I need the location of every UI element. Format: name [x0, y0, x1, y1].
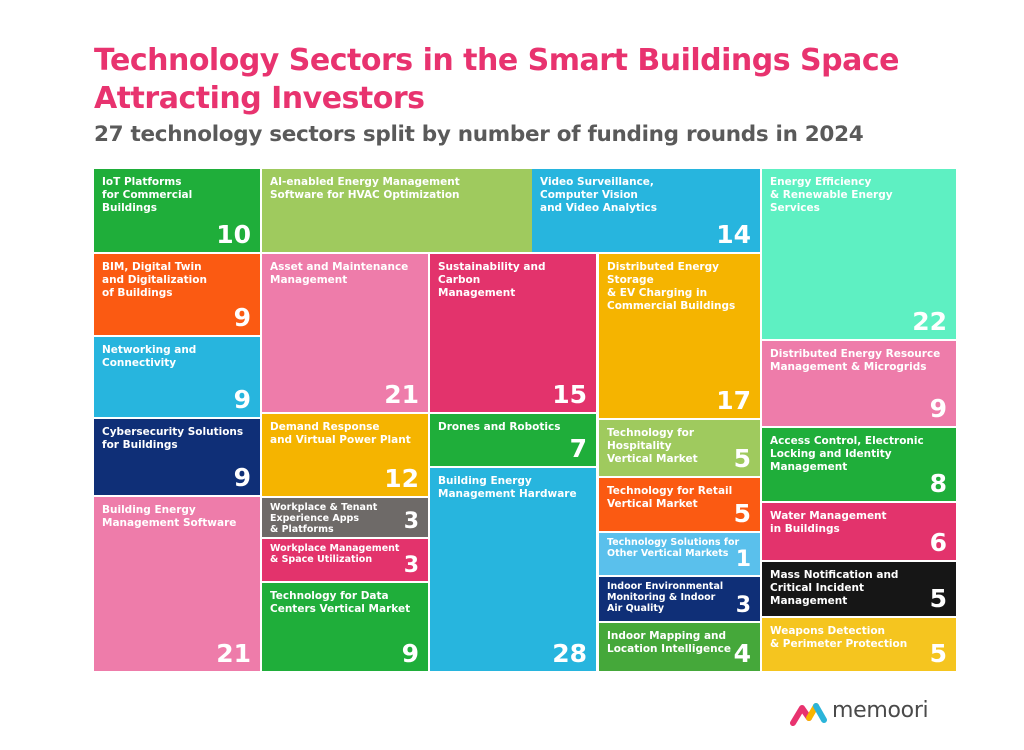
cell-label: Cybersecurity Solutions for Buildings: [102, 426, 244, 451]
treemap-cell: Access Control, Electronic Locking and I…: [762, 428, 958, 503]
cell-value: 9: [233, 385, 251, 414]
cell-label: Access Control, Electronic Locking and I…: [770, 435, 924, 473]
treemap-cell: Water Management in Buildings 6: [762, 503, 958, 562]
cell-value: 15: [552, 380, 587, 409]
cell-label: Technology for Data Centers Vertical Mar…: [270, 590, 411, 615]
brand-name: memoori: [832, 698, 929, 723]
cell-label: Drones and Robotics: [438, 421, 561, 433]
cell-label: Workplace & Tenant Experience Apps & Pla…: [270, 502, 378, 535]
cell-value: 5: [929, 639, 947, 668]
cell-value: 3: [735, 593, 751, 618]
treemap-cell: Distributed Energy Resource Management &…: [762, 341, 958, 428]
cell-value: 5: [733, 499, 751, 528]
cell-label: Building Energy Management Software: [102, 504, 237, 529]
treemap-cell: Indoor Environmental Monitoring & Indoor…: [599, 577, 762, 623]
chart-subtitle: 27 technology sectors split by number of…: [94, 122, 864, 147]
cell-label: Workplace Management & Space Utilization: [270, 543, 400, 565]
cell-label: Indoor Environmental Monitoring & Indoor…: [607, 581, 724, 614]
cell-label: Indoor Mapping and Location Intelligence: [607, 630, 731, 655]
treemap-cell: Indoor Mapping and Location Intelligence…: [599, 623, 762, 673]
cell-label: Networking and Connectivity: [102, 344, 197, 369]
cell-label: Water Management in Buildings: [770, 510, 887, 535]
cell-value: 5: [929, 584, 947, 613]
cell-value: 7: [569, 434, 587, 463]
cell-value: 5: [733, 444, 751, 473]
treemap-cell: Cybersecurity Solutions for Buildings 9: [94, 419, 262, 497]
treemap-cell: Energy Efficiency & Renewable Energy Ser…: [762, 169, 958, 341]
treemap-cell: Building Energy Management Software 21: [94, 497, 262, 673]
chart-title: Technology Sectors in the Smart Building…: [94, 43, 900, 116]
cell-label: IoT Platforms for Commercial Buildings: [102, 176, 193, 214]
treemap-cell: Weapons Detection & Perimeter Protection…: [762, 618, 958, 673]
brand-logo: memoori: [790, 696, 940, 730]
cell-value: 21: [384, 380, 419, 409]
cell-value: 4: [733, 639, 751, 668]
treemap-cell: Distributed Energy Storage & EV Charging…: [599, 254, 762, 420]
cell-value: 17: [716, 386, 751, 415]
treemap-cell: Workplace Management & Space Utilization…: [262, 539, 430, 583]
cell-label: Mass Notification and Critical Incident …: [770, 569, 899, 607]
treemap: IoT Platforms for Commercial Buildings 10…: [94, 169, 958, 673]
cell-label: Demand Response and Virtual Power Plant: [270, 421, 411, 446]
treemap-cell: Drones and Robotics 7: [430, 414, 598, 468]
treemap-cell: BIM, Digital Twin and Digitalization of …: [94, 254, 262, 337]
treemap-cell: Technology for Retail Vertical Market 5: [599, 478, 762, 533]
cell-label: AI-enabled Energy Management Software fo…: [270, 176, 460, 201]
treemap-cell: Technology for Hospitality Vertical Mark…: [599, 420, 762, 478]
cell-value: 21: [216, 639, 251, 668]
cell-label: Video Surveillance, Computer Vision and …: [540, 176, 658, 214]
cell-label: Distributed Energy Storage & EV Charging…: [607, 261, 736, 312]
cell-value: 8: [929, 469, 947, 498]
cell-label: Technology for Hospitality Vertical Mark…: [607, 427, 698, 465]
cell-value: 3: [403, 509, 419, 534]
treemap-cell: Technology for Data Centers Vertical Mar…: [262, 583, 430, 673]
cell-value: 9: [401, 639, 419, 668]
cell-value: 22: [912, 307, 947, 336]
cell-value: 28: [552, 639, 587, 668]
cell-label: Asset and Maintenance Management: [270, 261, 409, 286]
cell-value: 14: [716, 220, 751, 249]
cell-label: Technology Solutions for Other Vertical …: [607, 537, 740, 559]
cell-value: 9: [929, 394, 947, 423]
treemap-cell: Building Energy Management Hardware 28: [430, 468, 598, 673]
cell-label: Energy Efficiency & Renewable Energy Ser…: [770, 176, 893, 214]
treemap-cell: Demand Response and Virtual Power Plant 1…: [262, 414, 430, 498]
cell-value: 10: [216, 220, 251, 249]
cell-value: 9: [233, 303, 251, 332]
treemap-cell: IoT Platforms for Commercial Buildings 10: [94, 169, 262, 254]
cell-label: Weapons Detection & Perimeter Protection: [770, 625, 908, 650]
treemap-cell: Technology Solutions for Other Vertical …: [599, 533, 762, 577]
cell-label: Technology for Retail Vertical Market: [607, 485, 733, 510]
cell-label: Sustainability and Carbon Management: [438, 261, 546, 299]
cell-value: 6: [929, 528, 947, 557]
treemap-cell: Sustainability and Carbon Management 15: [430, 254, 598, 414]
cell-label: Distributed Energy Resource Management &…: [770, 348, 941, 373]
cell-label: BIM, Digital Twin and Digitalization of …: [102, 261, 207, 299]
cell-value: 1: [735, 547, 751, 572]
cell-value: 3: [403, 553, 419, 578]
treemap-cell: Mass Notification and Critical Incident …: [762, 562, 958, 618]
treemap-cell: Networking and Connectivity 9: [94, 337, 262, 419]
memoori-logo-icon: [790, 703, 827, 726]
treemap-cell: Asset and Maintenance Management 21: [262, 254, 430, 414]
cell-value: 12: [384, 464, 419, 493]
treemap-cell: Workplace & Tenant Experience Apps & Pla…: [262, 498, 430, 539]
cell-value: 9: [233, 463, 251, 492]
cell-label: Building Energy Management Hardware: [438, 475, 577, 500]
treemap-cell: Video Surveillance, Computer Vision and …: [532, 169, 762, 254]
